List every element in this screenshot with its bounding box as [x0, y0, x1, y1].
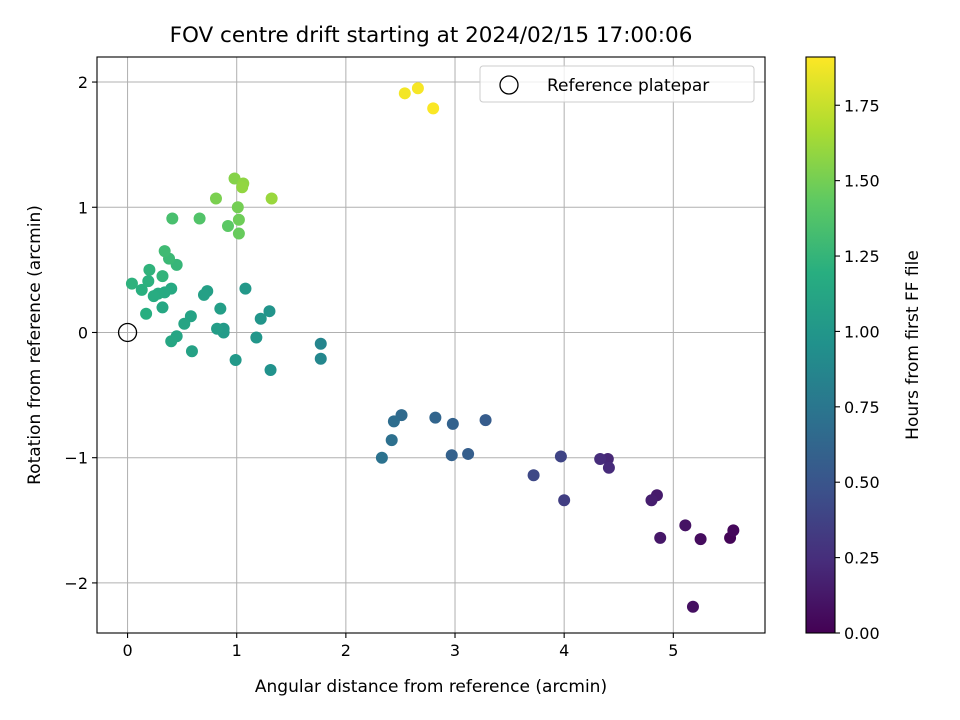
data-point	[178, 317, 191, 330]
x-tick-label: 4	[559, 641, 569, 660]
data-point	[479, 414, 492, 427]
data-point	[140, 307, 153, 320]
colorbar-tick-label: 1.75	[844, 96, 880, 115]
y-tick-label: 1	[78, 198, 88, 217]
data-point	[314, 337, 327, 350]
data-point	[694, 533, 707, 546]
y-axis-label: Rotation from reference (arcmin)	[25, 205, 45, 485]
x-tick-label: 0	[122, 641, 132, 660]
data-point	[375, 451, 388, 464]
x-axis-label: Angular distance from reference (arcmin)	[255, 677, 607, 697]
data-point	[156, 270, 169, 283]
data-point	[314, 352, 327, 365]
data-point	[411, 82, 424, 95]
x-axis-ticks: 0 1 2 3 4 5	[122, 633, 678, 660]
data-point	[214, 302, 227, 315]
colorbar-gradient	[806, 57, 835, 633]
colorbar-tick-label: 0.75	[844, 398, 880, 417]
data-point	[165, 335, 178, 348]
colorbar-tick-label: 0.25	[844, 549, 880, 568]
data-point	[654, 531, 667, 544]
colorbar-tick-label: 1.00	[844, 322, 880, 341]
data-point	[254, 312, 267, 325]
colorbar-tick-label: 0.50	[844, 473, 880, 492]
y-axis-ticks: −2 −1 0 1 2	[64, 73, 97, 593]
data-point	[236, 181, 249, 194]
colorbar: 0.00 0.25 0.50 0.75 1.00 1.25 1.50 1.75 Hours f…	[805, 56, 923, 643]
reference-platepar-marker	[117, 322, 138, 343]
data-point	[228, 172, 241, 185]
data-point	[125, 277, 138, 290]
data-point	[594, 452, 607, 465]
y-tick-label: −1	[64, 449, 88, 468]
y-tick-label: −2	[64, 574, 88, 593]
colorbar-tick-label: 0.00	[844, 624, 880, 643]
x-tick-label: 2	[341, 641, 351, 660]
data-point	[221, 220, 234, 233]
colorbar-tick-label: 1.50	[844, 172, 880, 191]
legend-label: Reference platepar	[547, 76, 709, 96]
data-point	[558, 494, 571, 507]
x-tick-label: 1	[232, 641, 242, 660]
data-point	[156, 301, 169, 314]
data-point	[429, 411, 442, 424]
data-point	[265, 192, 278, 205]
x-tick-label: 5	[668, 641, 678, 660]
data-point	[398, 87, 411, 100]
data-point	[462, 447, 475, 460]
data-point	[193, 212, 206, 225]
data-point	[445, 449, 458, 462]
data-point	[185, 345, 198, 358]
data-point	[602, 461, 615, 474]
data-point	[239, 282, 252, 295]
colorbar-ticks: 0.00 0.25 0.50 0.75 1.00 1.25 1.50 1.75	[835, 96, 880, 643]
data-point	[645, 494, 658, 507]
plot-area	[97, 57, 765, 633]
data-point	[147, 290, 160, 303]
legend-marker-icon	[499, 75, 519, 95]
data-point	[209, 192, 222, 205]
data-point	[250, 331, 263, 344]
data-point	[211, 322, 224, 335]
data-point	[686, 600, 699, 613]
data-point	[197, 288, 210, 301]
data-point	[385, 434, 398, 447]
data-point	[232, 213, 245, 226]
data-point	[427, 102, 440, 115]
data-point	[446, 417, 459, 430]
data-point	[229, 354, 242, 367]
data-point	[387, 415, 400, 428]
legend: Reference platepar	[479, 65, 755, 103]
data-point	[554, 450, 567, 463]
data-point	[231, 201, 244, 214]
colorbar-frame	[805, 56, 836, 634]
data-point	[135, 283, 148, 296]
chart-title: FOV centre drift starting at 2024/02/15 …	[170, 23, 693, 48]
x-tick-label: 3	[450, 641, 460, 660]
data-point	[727, 524, 740, 537]
data-point	[679, 519, 692, 532]
colorbar-label: Hours from first FF file	[903, 250, 923, 440]
plot-frame	[96, 56, 766, 634]
legend-box	[479, 65, 755, 103]
data-points	[125, 82, 740, 613]
y-tick-label: 2	[78, 73, 88, 92]
data-point	[232, 227, 245, 240]
data-point	[527, 469, 540, 482]
grid-lines	[97, 57, 765, 633]
data-point	[142, 275, 155, 288]
data-point	[143, 263, 156, 276]
colorbar-tick-label: 1.25	[844, 247, 880, 266]
data-point	[166, 212, 179, 225]
data-point	[264, 364, 277, 377]
data-point	[158, 245, 171, 258]
data-point	[263, 305, 276, 318]
y-tick-label: 0	[78, 323, 88, 342]
